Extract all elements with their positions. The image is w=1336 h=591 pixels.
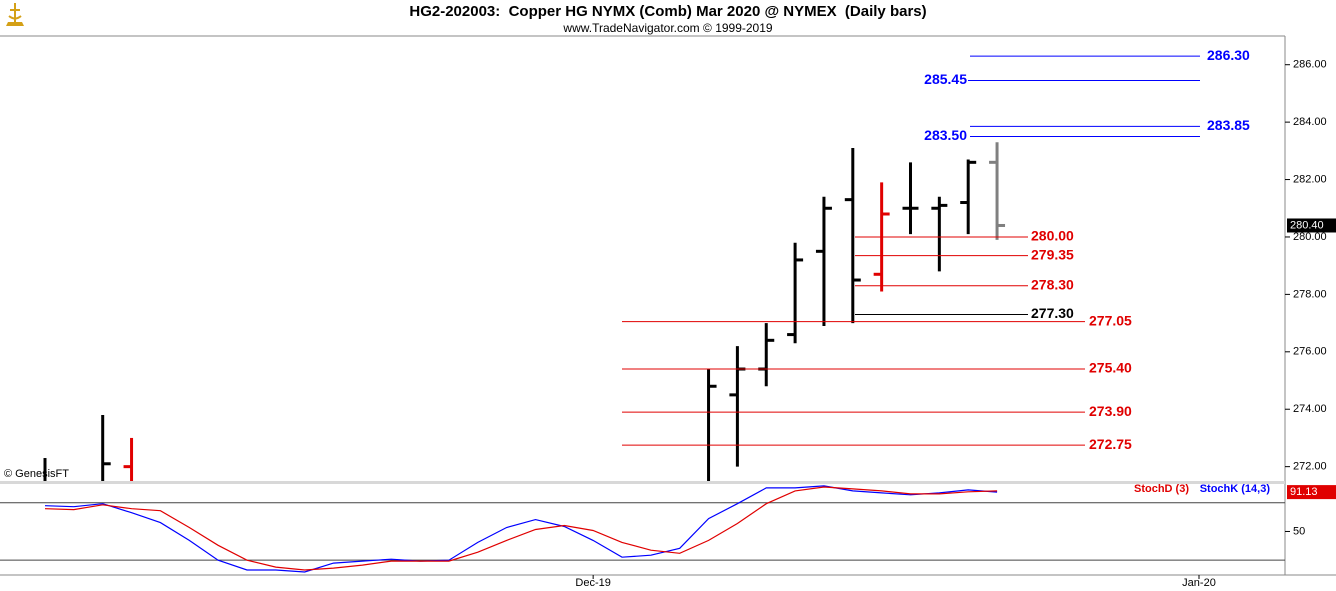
- level-label: 283.85: [1207, 117, 1250, 133]
- x-tick-label: Dec-19: [575, 577, 610, 589]
- y-tick-label: 276.00: [1293, 346, 1327, 358]
- level-label: 277.05: [1089, 312, 1132, 328]
- annotation: © GenesisFT: [4, 468, 69, 480]
- level-label: 283.50: [924, 127, 967, 143]
- legend-entry: StochD (3): [1134, 483, 1189, 495]
- level-label: 280.00: [1031, 228, 1074, 244]
- level-label: 272.75: [1089, 436, 1132, 452]
- y-tick-label: 280.00: [1293, 231, 1327, 243]
- y-tick-label: 282.00: [1293, 173, 1327, 185]
- chart-subtitle: www.TradeNavigator.com © 1999-2019: [562, 21, 772, 35]
- legend-entry: StochK (14,3): [1200, 483, 1271, 495]
- y-tick-label: 274.00: [1293, 403, 1327, 415]
- level-label: 278.30: [1031, 276, 1074, 292]
- level-label: 285.45: [924, 71, 967, 87]
- y-tick-label: 272.00: [1293, 461, 1327, 473]
- level-label: 275.40: [1089, 360, 1132, 376]
- level-label: 286.30: [1207, 47, 1250, 63]
- level-label: 277.30: [1031, 305, 1074, 321]
- x-tick-label: Jan-20: [1182, 577, 1216, 589]
- logo: [6, 3, 24, 26]
- price-box-label: 280.40: [1290, 219, 1324, 231]
- value-box-label: 91.13: [1290, 486, 1318, 498]
- stoch-line: [44, 486, 998, 571]
- y-tick-label: 50: [1293, 525, 1305, 537]
- price-box: [1287, 218, 1336, 233]
- y-tick-label: 278.00: [1293, 288, 1327, 300]
- chart-title: HG2-202003: Copper HG NYMX (Comb) Mar 20…: [409, 3, 926, 20]
- level-label: 279.35: [1031, 246, 1074, 262]
- level-label: 273.90: [1089, 403, 1132, 419]
- y-tick-label: 286.00: [1293, 59, 1327, 71]
- panel-separator: [0, 481, 1285, 484]
- y-tick-label: 284.00: [1293, 116, 1327, 128]
- value-box: [1287, 485, 1336, 500]
